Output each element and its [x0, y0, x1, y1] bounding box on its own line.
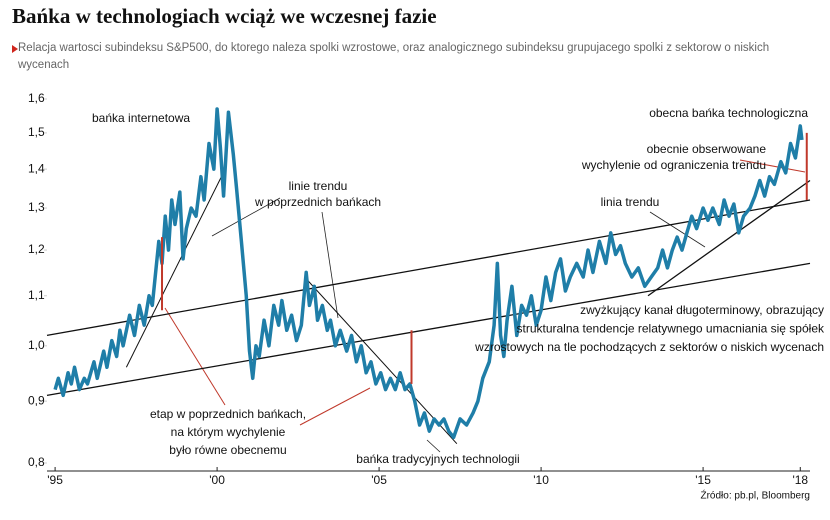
y-tick-label: 1,2 [28, 242, 45, 256]
y-tick-label: 0,8 [28, 455, 45, 469]
x-tick-label: '10 [533, 473, 549, 487]
trend-line [46, 262, 811, 396]
y-tick-label: 0,9 [28, 393, 45, 407]
x-tick-label: '15 [695, 473, 711, 487]
trend-line [46, 199, 811, 337]
leaders-black [211, 197, 706, 453]
x-tick-label: '95 [47, 473, 63, 487]
annotation: strukturalna tendencje relatywnego umacn… [516, 322, 825, 336]
annotation: linia trendu [601, 195, 660, 209]
y-tick-label: 1,3 [28, 200, 45, 214]
leader-line [649, 211, 706, 248]
leader-line [211, 197, 281, 237]
annotation: bańka internetowa [92, 111, 190, 125]
annotation: na którym wychylenie [171, 425, 286, 439]
y-tick-label: 1,0 [28, 338, 45, 352]
x-tick-label: '00 [209, 473, 225, 487]
y-tick-label: 1,6 [28, 91, 45, 105]
annotation: wychylenie od ograniczenia trendu [581, 158, 766, 172]
line [53, 107, 804, 440]
x-tick-label: '05 [371, 473, 387, 487]
trend-line [304, 276, 458, 445]
leaders [164, 159, 806, 426]
annotation: obecnie obserwowane [647, 142, 767, 156]
annotation: było równe obecnemu [169, 443, 286, 457]
x-tick-label: '18 [792, 473, 808, 487]
trend-line [125, 168, 226, 368]
leader-line [321, 211, 339, 319]
leader-line [739, 159, 806, 173]
annotation: wzrostowych na tle pochodzących z sektor… [474, 340, 824, 354]
y-tick-label: 1,5 [28, 125, 45, 139]
source: Źródło: pb.pl, Bloomberg [700, 489, 810, 502]
annotation: w poprzednich bańkach [254, 195, 381, 209]
chart-subtitle: Relacja wartosci subindeksu S&P500, do k… [18, 42, 770, 71]
chart-title: Bańka w technologiach wciąż we wczesnej … [12, 4, 437, 28]
leader-line [426, 439, 441, 453]
annotation: zwyżkujący kanał długoterminowy, obrazuj… [580, 303, 824, 317]
annotation: etap w poprzednich bańkach, [150, 407, 306, 421]
annotation: linie trendu [289, 179, 348, 193]
annotation: bańka tradycyjnych technologii [356, 452, 519, 466]
leader-line [164, 307, 226, 406]
bullet [12, 45, 18, 53]
annotation: obecna bańka technologiczna [649, 106, 808, 120]
leader-line [299, 387, 371, 426]
y-tick-label: 1,4 [28, 161, 45, 175]
y-tick-label: 1,1 [28, 288, 45, 302]
trend-line [647, 179, 811, 297]
